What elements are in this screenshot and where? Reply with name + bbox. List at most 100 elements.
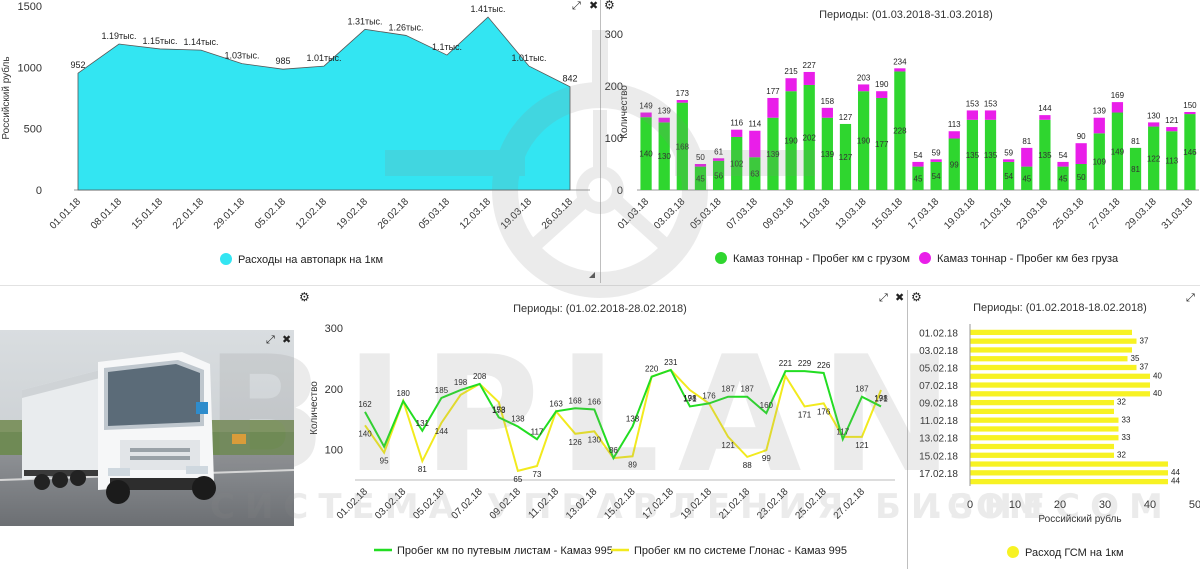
x-tick-label: 23.02.18 — [755, 486, 791, 522]
expand-icon[interactable]: ⤢ — [1186, 291, 1195, 304]
bar-empty — [658, 117, 670, 123]
bar-loaded — [785, 91, 797, 190]
loaded-label: 177 — [875, 140, 889, 149]
expenses-panel: 0 500 1000 1500 Российский рубль 952 1.19тыс. 1… — [0, 0, 600, 283]
loaded-label: 45 — [1059, 174, 1068, 183]
total-label: 54 — [1059, 151, 1068, 160]
bar-loaded — [966, 119, 979, 190]
total-label: 149 — [639, 102, 653, 111]
data-label: 187 — [721, 385, 735, 394]
close-icon[interactable]: ✖ — [589, 0, 599, 12]
expand-icon[interactable]: ⤢ — [572, 0, 581, 12]
total-label: 203 — [857, 73, 871, 82]
bar-empty — [1184, 112, 1196, 115]
data-label: 99 — [762, 454, 771, 463]
total-label: 150 — [1183, 101, 1197, 110]
data-label: 952 — [70, 60, 85, 70]
y-tick-label: 300 — [605, 29, 623, 41]
bar-loaded — [839, 123, 852, 190]
loaded-label: 122 — [1147, 154, 1161, 163]
bar-empty — [803, 71, 815, 85]
data-label: 176 — [817, 407, 831, 416]
data-label: 198 — [874, 394, 888, 403]
data-label: 33 — [1122, 415, 1131, 424]
x-tick-label: 15.02.18 — [602, 486, 638, 522]
legend-label: Пробег км по системе Глонас - Камаз 995 — [634, 545, 847, 557]
expand-icon[interactable]: ⤢ — [266, 333, 275, 346]
total-label: 227 — [803, 61, 817, 70]
y-tick-label: 200 — [325, 384, 343, 396]
x-tick-label: 40 — [1144, 499, 1156, 511]
x-tick-label: 26.02.18 — [376, 196, 412, 232]
bar — [970, 382, 1150, 388]
data-label: 95 — [380, 457, 389, 466]
y-tick-label: 15.02.18 — [919, 451, 958, 462]
loaded-label: 168 — [676, 142, 690, 151]
x-tick-label: 19.02.18 — [679, 486, 715, 522]
bar-loaded — [767, 117, 779, 190]
data-label: 40 — [1153, 371, 1162, 380]
settings-gear-icon[interactable]: ⚙ — [604, 0, 615, 12]
y-tick-label: 500 — [24, 124, 42, 136]
line-series — [364, 368, 882, 473]
loaded-label: 130 — [658, 152, 672, 161]
total-label: 81 — [1022, 137, 1031, 146]
x-tick-label: 09.03.18 — [761, 196, 797, 232]
data-label: 140 — [358, 429, 372, 438]
data-label: 121 — [855, 441, 869, 450]
loaded-label: 135 — [966, 151, 980, 160]
y-tick-label: 100 — [605, 133, 623, 145]
bar-empty — [821, 107, 833, 118]
bar — [970, 329, 1132, 336]
x-tick-label: 25.03.18 — [1051, 196, 1087, 232]
x-tick-label: 0 — [967, 499, 973, 511]
close-icon[interactable]: ✖ — [895, 291, 905, 304]
x-axis-label: Российский рубль — [1038, 513, 1121, 525]
chart-title: Периоды: (01.03.2018-31.03.2018) — [819, 9, 993, 21]
expand-icon[interactable]: ⤢ — [879, 291, 888, 304]
total-label: 121 — [1165, 116, 1179, 125]
bar — [970, 399, 1114, 406]
loaded-label: 228 — [893, 127, 907, 136]
x-tick-label: 05.03.18 — [417, 196, 453, 232]
settings-gear-icon[interactable]: ⚙ — [299, 290, 310, 304]
bar-empty — [1057, 161, 1069, 167]
bar-empty — [1148, 122, 1160, 127]
data-label: 32 — [1117, 398, 1126, 407]
data-label: 176 — [702, 391, 716, 400]
x-tick-label: 05.03.18 — [688, 196, 724, 232]
x-tick-label: 13.02.18 — [564, 486, 600, 522]
bar-loaded — [984, 119, 997, 190]
loaded-label: 56 — [714, 171, 723, 180]
close-icon[interactable]: ✖ — [282, 333, 292, 346]
x-tick-label: 31.03.18 — [1160, 196, 1196, 232]
x-tick-label: 01.01.18 — [48, 196, 84, 232]
bar-loaded — [876, 97, 888, 190]
x-tick-label: 01.02.18 — [335, 486, 371, 522]
data-label: 1.01тыс. — [306, 53, 341, 63]
data-label: 35 — [1131, 354, 1140, 363]
x-tick-label: 25.02.18 — [793, 486, 829, 522]
data-label: 231 — [664, 358, 678, 367]
data-label: 1.41тыс. — [470, 4, 505, 14]
x-tick-label: 22.01.18 — [171, 196, 207, 232]
bar — [970, 452, 1114, 458]
bar-loaded — [1093, 133, 1105, 190]
bar — [970, 435, 1119, 441]
bar-empty — [930, 159, 942, 162]
settings-gear-icon[interactable]: ⚙ — [911, 290, 922, 304]
resize-handle[interactable] — [589, 272, 595, 278]
total-label: 153 — [966, 99, 980, 108]
x-tick-label: 27.03.18 — [1087, 196, 1123, 232]
total-label: 81 — [1131, 137, 1140, 146]
total-label: 90 — [1077, 132, 1086, 141]
data-label: 208 — [473, 372, 487, 381]
bar-empty — [1075, 143, 1087, 164]
y-tick-label: 1500 — [18, 1, 42, 13]
x-tick-label: 21.02.18 — [717, 486, 753, 522]
y-tick-label: 1000 — [18, 62, 42, 74]
mileage-lines-chart: Периоды: (01.02.2018-28.02.2018) 100 200 30… — [309, 303, 895, 557]
loaded-label: 45 — [914, 174, 923, 183]
data-label: 117 — [836, 427, 849, 436]
